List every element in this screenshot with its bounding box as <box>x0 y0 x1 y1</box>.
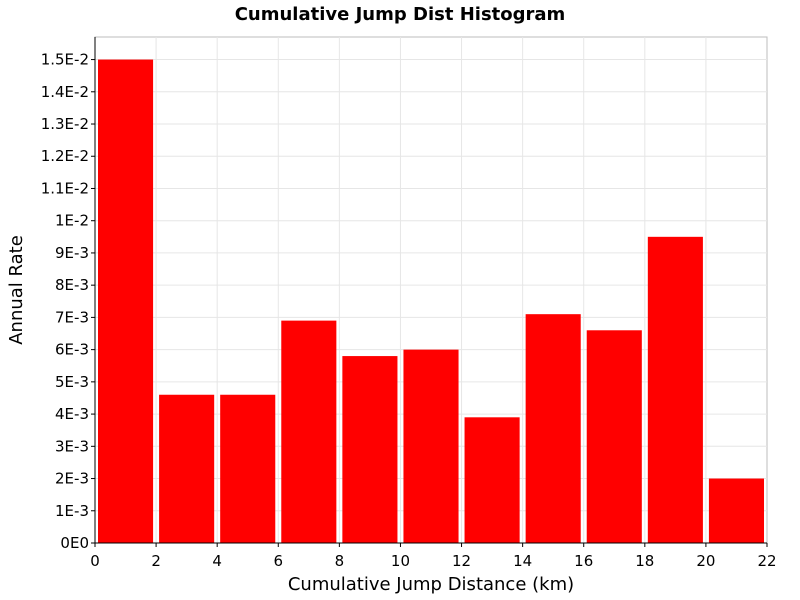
x-tick-label: 2 <box>151 552 161 570</box>
bars <box>98 59 764 543</box>
x-tick-label: 8 <box>335 552 345 570</box>
y-axis: 0E0 1E-3 2E-3 3E-3 4E-3 5E-3 6E-3 7E-3 8E-3 9E-3 1… <box>41 37 96 552</box>
histogram-bar <box>708 478 764 543</box>
x-tick-label: 20 <box>696 552 715 570</box>
x-axis-label: Cumulative Jump Distance (km) <box>288 574 574 595</box>
y-tick-label: 6E-3 <box>55 341 89 359</box>
histogram-bar <box>525 314 581 543</box>
chart-title: Cumulative Jump Dist Histogram <box>235 4 566 25</box>
y-tick-label: 7E-3 <box>55 308 89 326</box>
x-tick-label: 14 <box>513 552 532 570</box>
histogram-bar <box>586 330 642 543</box>
y-axis-label: Annual Rate <box>6 235 27 345</box>
histogram-bar <box>342 356 398 543</box>
histogram-bar <box>647 236 703 543</box>
x-tick-label: 18 <box>635 552 654 570</box>
y-tick-label: 2E-3 <box>55 470 89 488</box>
histogram-bar <box>403 349 459 543</box>
y-tick-label: 8E-3 <box>55 276 89 294</box>
x-tick-label: 16 <box>574 552 593 570</box>
x-tick-label: 22 <box>757 552 776 570</box>
y-tick-label: 1.4E-2 <box>41 83 89 101</box>
histogram-bar <box>281 320 337 543</box>
y-tick-label: 1.5E-2 <box>41 51 89 69</box>
x-axis: 0 2 4 6 8 10 12 14 16 18 20 22 <box>90 542 777 570</box>
histogram-bar <box>220 394 276 543</box>
y-tick-label: 4E-3 <box>55 405 89 423</box>
x-tick-label: 4 <box>212 552 222 570</box>
histogram-bar <box>464 417 520 543</box>
y-tick-label: 1.3E-2 <box>41 115 89 133</box>
y-tick-label: 5E-3 <box>55 373 89 391</box>
x-tick-label: 10 <box>391 552 410 570</box>
y-tick-label: 0E0 <box>60 534 89 552</box>
y-tick-label: 1E-2 <box>55 212 89 230</box>
x-tick-label: 0 <box>90 552 100 570</box>
x-tick-label: 6 <box>273 552 283 570</box>
x-tick-label: 12 <box>452 552 471 570</box>
y-tick-label: 1E-3 <box>55 502 89 520</box>
y-tick-label: 1.1E-2 <box>41 179 89 197</box>
y-tick-label: 1.2E-2 <box>41 147 89 165</box>
y-tick-label: 3E-3 <box>55 437 89 455</box>
histogram-bar <box>159 394 215 543</box>
histogram-bar <box>98 59 154 543</box>
y-tick-label: 9E-3 <box>55 244 89 262</box>
